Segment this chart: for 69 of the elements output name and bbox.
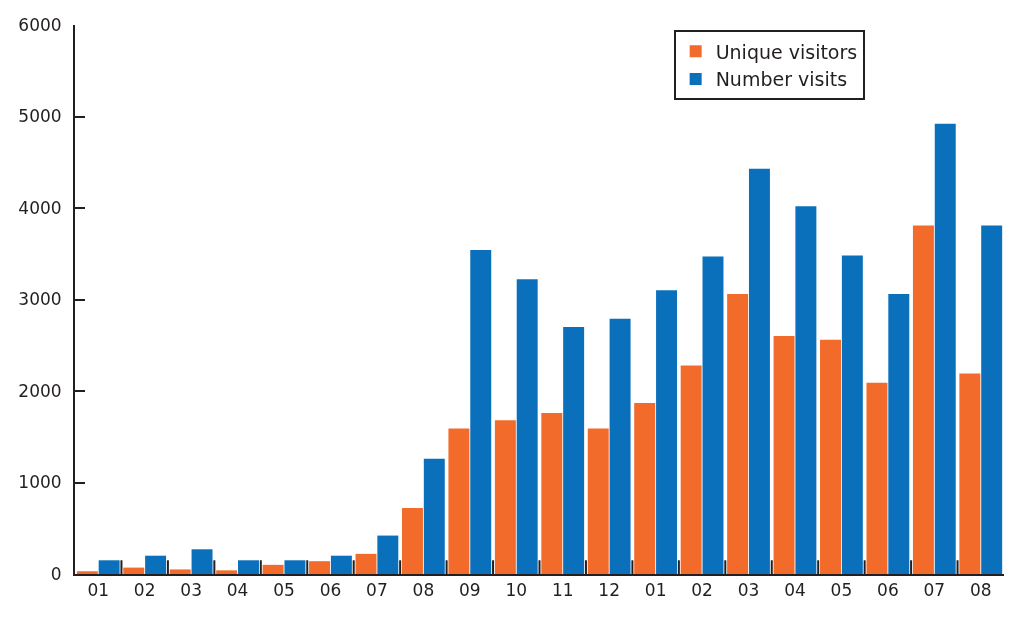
x-tick-label: 09 bbox=[459, 580, 481, 601]
bar bbox=[123, 567, 145, 574]
x-tick-label: 07 bbox=[366, 580, 388, 601]
bar bbox=[330, 555, 352, 574]
bar bbox=[76, 571, 98, 574]
legend-label: Unique visitors bbox=[715, 40, 858, 63]
x-tick-label: 12 bbox=[598, 580, 620, 601]
bar bbox=[541, 412, 563, 574]
x-tick-label: 04 bbox=[226, 580, 249, 601]
y-tick-label: 4000 bbox=[18, 197, 62, 218]
x-tick-label: 05 bbox=[273, 580, 295, 601]
bar bbox=[563, 326, 585, 574]
bar bbox=[656, 290, 678, 574]
bar bbox=[609, 318, 631, 574]
bar bbox=[262, 564, 284, 574]
y-tick-label: 6000 bbox=[18, 14, 62, 35]
x-tick-label: 02 bbox=[691, 580, 713, 601]
bar bbox=[727, 294, 749, 574]
x-tick-label: 01 bbox=[644, 580, 667, 601]
bar bbox=[309, 561, 331, 574]
bar bbox=[841, 255, 863, 574]
x-tick-label: 11 bbox=[551, 580, 574, 601]
y-tick-label: 5000 bbox=[18, 106, 62, 127]
bar bbox=[355, 553, 377, 574]
bar bbox=[423, 458, 445, 574]
x-tick-label: 03 bbox=[737, 580, 760, 601]
bar bbox=[934, 123, 956, 574]
y-tick-label: 3000 bbox=[18, 289, 62, 310]
bar bbox=[98, 560, 120, 574]
bar bbox=[820, 339, 841, 574]
y-tick-label: 0 bbox=[50, 563, 62, 584]
bar bbox=[448, 428, 470, 574]
x-tick-label: 02 bbox=[133, 580, 156, 601]
bar bbox=[634, 402, 656, 574]
bar bbox=[912, 225, 934, 574]
bar bbox=[795, 206, 817, 574]
bar bbox=[238, 560, 259, 574]
bar bbox=[981, 225, 1003, 574]
x-tick-label: 03 bbox=[180, 580, 202, 601]
bar bbox=[587, 428, 609, 574]
bar bbox=[401, 508, 423, 574]
x-tick-label: 04 bbox=[784, 580, 806, 601]
bar bbox=[680, 365, 702, 574]
bar bbox=[866, 382, 888, 574]
bar bbox=[377, 535, 399, 574]
bar bbox=[216, 570, 238, 574]
bar bbox=[145, 555, 167, 574]
x-tick-label: 08 bbox=[412, 580, 435, 601]
x-tick-label: 08 bbox=[969, 580, 992, 601]
x-tick-label: 01 bbox=[87, 580, 110, 601]
bar bbox=[191, 549, 213, 574]
y-tick-label: 1000 bbox=[18, 472, 62, 493]
bar bbox=[888, 294, 910, 574]
bar bbox=[516, 279, 538, 574]
bar bbox=[959, 373, 981, 574]
bar bbox=[470, 250, 492, 574]
x-tick-label: 05 bbox=[830, 580, 853, 601]
bar bbox=[169, 569, 191, 574]
legend-label: Number visits bbox=[715, 68, 848, 91]
bar bbox=[773, 336, 795, 574]
bar bbox=[702, 256, 724, 574]
x-tick-label: 10 bbox=[505, 580, 528, 601]
bar bbox=[494, 420, 516, 574]
x-tick-label: 06 bbox=[319, 580, 342, 601]
x-tick-label: 06 bbox=[877, 580, 899, 601]
bar bbox=[284, 560, 306, 574]
y-tick-label: 2000 bbox=[18, 380, 62, 401]
x-tick-label: 07 bbox=[923, 580, 946, 601]
bar bbox=[748, 168, 770, 574]
